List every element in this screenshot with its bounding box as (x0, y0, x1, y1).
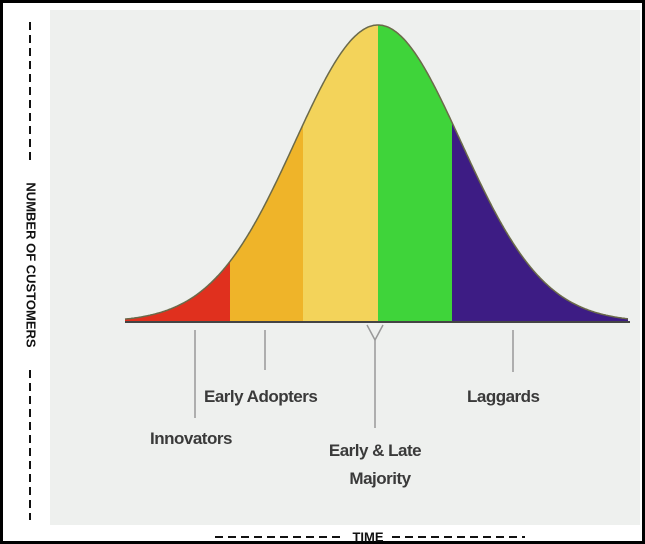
y-axis-label: NUMBER OF CUSTOMERS (24, 182, 39, 347)
curve-segment (125, 261, 230, 322)
segment-label: Early & Late (329, 441, 421, 460)
segment-label: Laggards (467, 387, 540, 406)
curve-segment (303, 25, 378, 322)
curve-segment (230, 124, 303, 322)
segment-label: Innovators (150, 429, 232, 448)
segment-label: Early Adopters (204, 387, 317, 406)
curve-segment (452, 122, 628, 323)
curve-segment (378, 25, 452, 322)
x-axis-label: TIME (352, 529, 383, 544)
bell-curve (124, 24, 629, 323)
curve-outline (124, 24, 629, 320)
segment-label: Majority (349, 469, 411, 488)
